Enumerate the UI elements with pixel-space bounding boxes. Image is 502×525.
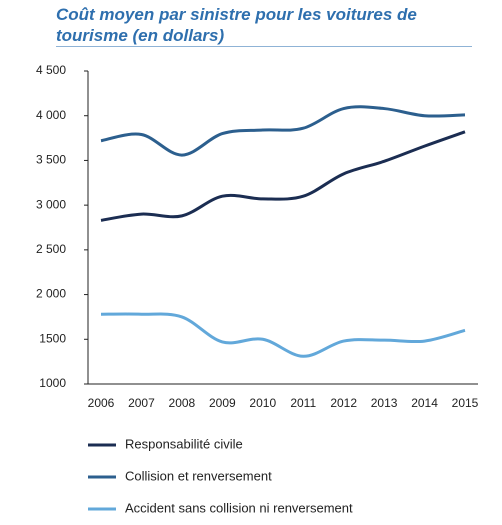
x-tick-label: 2006 xyxy=(88,396,115,410)
legend-label: Responsabilité civile xyxy=(125,436,243,451)
y-tick-label: 4 500 xyxy=(36,63,66,77)
x-tick-label: 2010 xyxy=(249,396,276,410)
series-line xyxy=(100,105,466,157)
y-tick-label: 4 000 xyxy=(36,108,66,122)
x-tick-label: 2013 xyxy=(371,396,398,410)
series-line xyxy=(100,312,466,358)
y-tick-label: 2 000 xyxy=(36,287,66,301)
x-tick-label: 2015 xyxy=(452,396,479,410)
x-tick-label: 2008 xyxy=(169,396,196,410)
y-tick-label: 3 500 xyxy=(36,153,66,167)
x-tick-label: 2009 xyxy=(209,396,236,410)
series-line xyxy=(100,130,466,222)
x-tick-label: 2011 xyxy=(290,396,316,410)
x-tick-label: 2007 xyxy=(128,396,155,410)
legend-label: Collision et renversement xyxy=(125,468,272,483)
y-tick-label: 2 500 xyxy=(36,242,66,256)
title-rule xyxy=(56,46,472,47)
y-tick-label: 3 000 xyxy=(36,197,66,211)
x-tick-label: 2014 xyxy=(411,396,438,410)
y-tick-label: 1000 xyxy=(39,376,66,390)
chart-title: Coût moyen par sinistre pour les voiture… xyxy=(56,5,417,45)
x-tick-label: 2012 xyxy=(330,396,357,410)
legend-label: Accident sans collision ni renversement xyxy=(125,500,353,515)
y-tick-label: 1500 xyxy=(39,331,66,345)
